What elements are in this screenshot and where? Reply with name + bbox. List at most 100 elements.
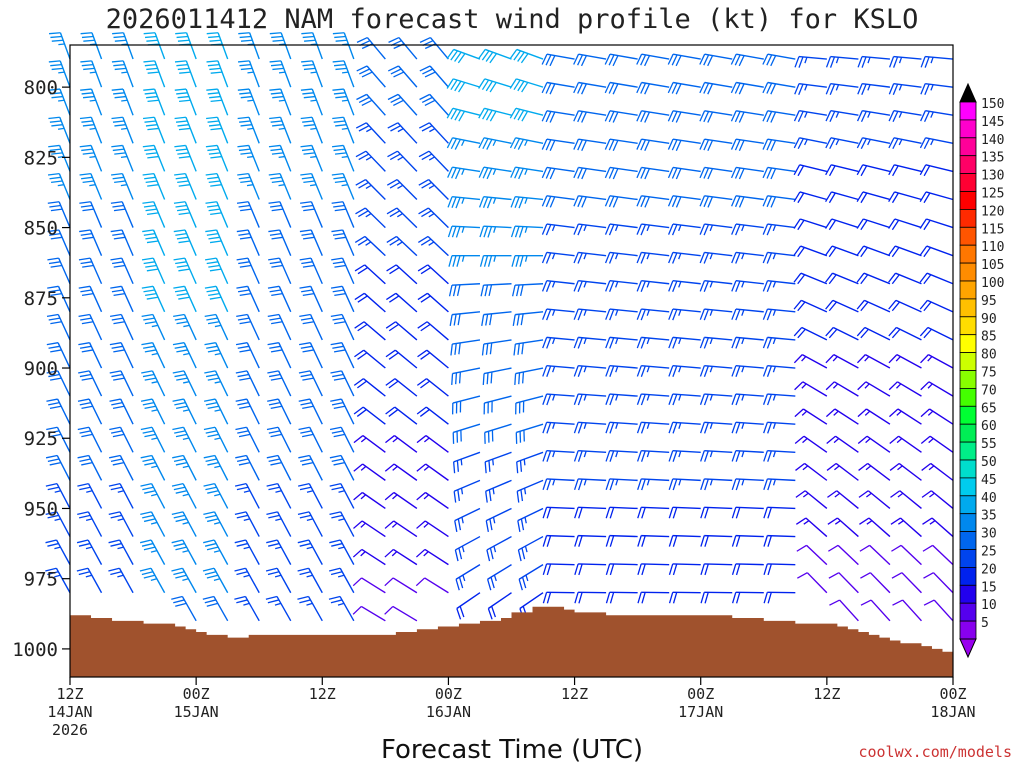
barb-flag xyxy=(174,373,186,378)
barb-flag xyxy=(392,465,398,471)
barb-flag xyxy=(513,50,522,61)
barb-flag xyxy=(205,172,218,176)
barb-flag xyxy=(147,184,159,187)
barb-flag xyxy=(268,229,280,233)
wind-barb xyxy=(454,535,481,562)
wind-barb xyxy=(857,55,890,68)
barb-staff xyxy=(184,201,197,228)
wind-barb xyxy=(763,563,796,576)
barb-staff xyxy=(609,110,638,116)
barb-flag xyxy=(114,124,126,127)
barb-flag xyxy=(453,314,457,326)
barb-staff xyxy=(245,511,260,537)
barb-staff xyxy=(641,393,670,397)
barb-flag xyxy=(82,124,95,127)
barb-staff xyxy=(515,367,544,375)
barb-staff xyxy=(867,462,891,481)
barb-staff xyxy=(901,572,922,594)
barb-flag xyxy=(668,478,674,491)
wind-barb xyxy=(415,548,449,566)
barb-staff xyxy=(394,349,418,369)
barb-flag xyxy=(238,148,251,152)
barb-staff xyxy=(704,393,733,397)
barb-flag xyxy=(545,111,552,123)
barb-flag xyxy=(481,50,490,61)
barb-flag xyxy=(857,56,863,68)
barb-staff xyxy=(215,257,229,285)
barb-staff xyxy=(312,32,323,60)
barb-flag xyxy=(178,296,190,300)
barb-flag xyxy=(709,224,714,232)
wind-barb xyxy=(47,172,71,200)
barb-flag xyxy=(387,65,399,72)
barb-flag xyxy=(858,462,869,471)
barb-flag xyxy=(731,535,737,547)
barb-staff xyxy=(672,393,701,397)
wind-barb xyxy=(387,65,418,88)
barb-flag xyxy=(144,176,156,180)
wind-barb xyxy=(573,53,607,67)
barb-flag xyxy=(81,321,94,325)
wind-barb xyxy=(509,78,544,93)
barb-flag xyxy=(605,365,611,377)
wind-barb xyxy=(541,166,575,180)
barb-staff xyxy=(519,592,544,610)
wind-barb xyxy=(891,572,922,594)
barb-flag xyxy=(636,223,642,235)
barb-staff xyxy=(641,421,670,425)
barb-flag xyxy=(385,378,396,386)
barb-flag xyxy=(86,490,93,493)
wind-barb xyxy=(109,398,134,425)
barb-flag xyxy=(146,67,158,71)
barb-flag xyxy=(207,433,219,438)
barb-flag xyxy=(668,422,674,434)
barb-flag xyxy=(678,422,682,429)
barb-staff xyxy=(246,426,260,453)
wind-barb xyxy=(888,137,922,150)
wind-barb xyxy=(922,517,954,538)
barb-flag xyxy=(834,465,840,471)
barb-flag xyxy=(47,571,59,576)
barb-flag xyxy=(930,84,934,91)
barb-flag xyxy=(214,493,221,497)
barb-flag xyxy=(214,352,221,356)
barb-flag xyxy=(636,167,643,179)
barb-flag xyxy=(113,292,125,297)
barb-flag xyxy=(738,196,745,208)
barb-flag xyxy=(178,184,191,187)
barb-flag xyxy=(175,461,188,466)
barb-flag xyxy=(54,546,61,550)
barb-flag xyxy=(178,212,191,215)
barb-staff xyxy=(279,173,292,200)
barb-flag xyxy=(856,110,863,122)
barb-flag xyxy=(483,255,489,267)
barb-flag xyxy=(542,337,548,349)
barb-flag xyxy=(741,422,745,429)
barb-flag xyxy=(865,438,871,444)
wind-barb xyxy=(484,451,512,474)
barb-flag xyxy=(486,549,491,562)
wind-barb xyxy=(79,172,103,200)
barb-flag xyxy=(704,592,709,604)
barb-staff xyxy=(609,138,638,145)
wind-barb xyxy=(731,280,764,293)
barb-staff xyxy=(58,145,71,172)
wind-barb xyxy=(355,207,386,229)
barb-staff xyxy=(672,280,701,285)
barb-flag xyxy=(546,394,552,406)
barb-flag xyxy=(549,55,556,67)
barb-flag xyxy=(113,349,125,353)
barb-flag xyxy=(210,71,223,74)
barb-flag xyxy=(451,167,457,179)
colorbar-swatch xyxy=(959,173,977,192)
barb-flag xyxy=(46,313,59,318)
barb-flag xyxy=(416,520,426,529)
barb-flag xyxy=(793,164,801,176)
barb-flag xyxy=(730,53,737,65)
wind-barb xyxy=(605,308,638,321)
barb-flag xyxy=(640,422,646,434)
barb-staff xyxy=(216,116,229,144)
barb-flag xyxy=(48,116,60,120)
wind-barb xyxy=(110,257,134,285)
wind-barb xyxy=(238,60,260,88)
